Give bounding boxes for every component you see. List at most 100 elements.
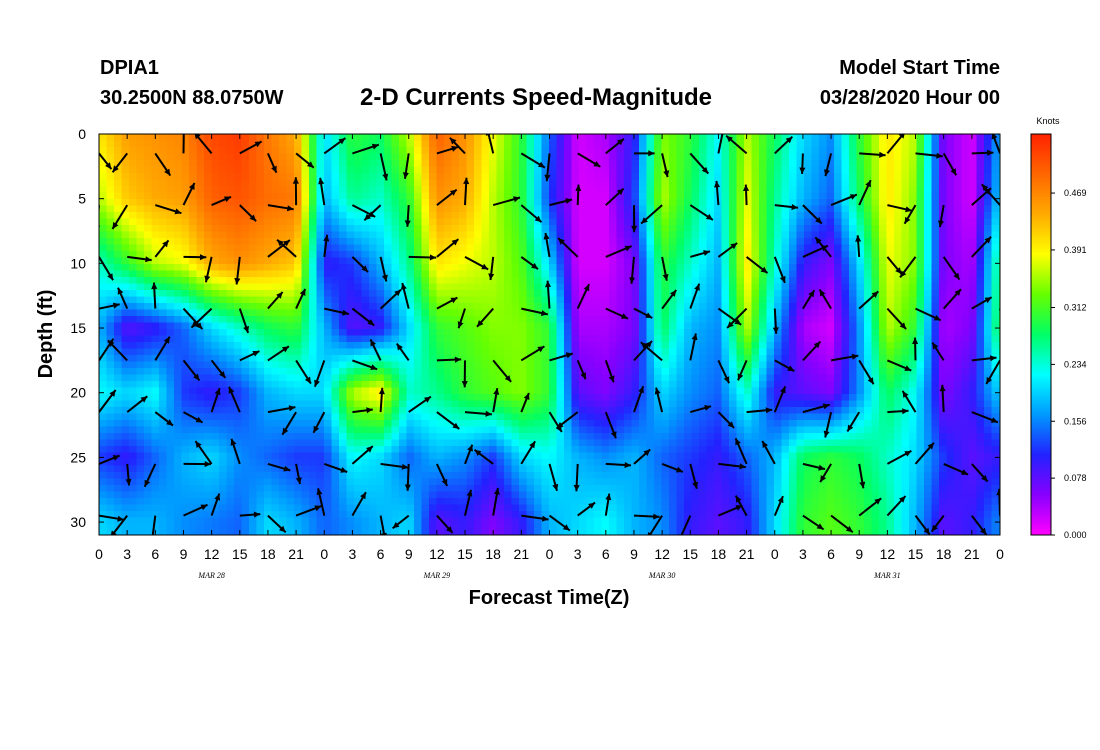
heatmap-cell <box>196 387 205 395</box>
heatmap-cell <box>519 374 528 382</box>
heatmap-cell <box>391 394 400 402</box>
heatmap-cell <box>481 277 490 285</box>
heatmap-cell <box>466 296 475 304</box>
heatmap-cell <box>144 530 153 535</box>
heatmap-cell <box>369 251 378 259</box>
heatmap-cell <box>519 329 528 337</box>
heatmap-cell <box>226 335 235 343</box>
heatmap-cell <box>279 530 288 535</box>
heatmap-cell <box>271 511 280 519</box>
heatmap-cell <box>159 472 168 480</box>
heatmap-cell <box>406 374 415 382</box>
heatmap-cell <box>369 400 378 408</box>
heatmap-cell <box>609 511 618 519</box>
heatmap-cell <box>444 361 453 369</box>
heatmap-cell <box>174 296 183 304</box>
heatmap-cell <box>129 368 138 376</box>
heatmap-cell <box>489 316 498 324</box>
heatmap-cell <box>556 348 565 356</box>
heatmap-cell <box>414 322 423 330</box>
heatmap-cell <box>429 205 438 213</box>
heatmap-cell <box>196 355 205 363</box>
heatmap-cell <box>174 524 183 532</box>
heatmap-cell <box>586 173 595 181</box>
heatmap-cell <box>676 472 685 480</box>
heatmap-cell <box>586 329 595 337</box>
heatmap-cell <box>549 283 558 291</box>
heatmap-cell <box>601 238 610 246</box>
heatmap-cell <box>541 433 550 441</box>
heatmap-cell <box>466 530 475 535</box>
heatmap-cell <box>121 290 130 298</box>
heatmap-cell <box>226 342 235 350</box>
heatmap-cell <box>526 296 535 304</box>
heatmap-cell <box>324 485 333 493</box>
heatmap-cell <box>579 290 588 298</box>
heatmap-cell <box>489 446 498 454</box>
heatmap-cell <box>264 147 273 155</box>
heatmap-cell <box>354 381 363 389</box>
heatmap-cell <box>279 218 288 226</box>
heatmap-cell <box>159 485 168 493</box>
heatmap-cell <box>196 452 205 460</box>
heatmap-cell <box>444 433 453 441</box>
heatmap-cell <box>624 368 633 376</box>
heatmap-cell <box>444 329 453 337</box>
heatmap-cell <box>504 270 513 278</box>
heatmap-cell <box>489 140 498 148</box>
heatmap-cell <box>226 485 235 493</box>
heatmap-cell <box>294 296 303 304</box>
heatmap-cell <box>489 329 498 337</box>
heatmap-cell <box>511 498 520 506</box>
heatmap-cell <box>166 290 175 298</box>
heatmap-cell <box>399 368 408 376</box>
heatmap-cell <box>586 400 595 408</box>
heatmap-cell <box>429 524 438 532</box>
heatmap-cell <box>226 218 235 226</box>
heatmap-cell <box>114 257 123 265</box>
heatmap-cell <box>121 348 130 356</box>
heatmap-cell <box>241 446 250 454</box>
heatmap-cell <box>361 465 370 473</box>
heatmap-cell <box>624 166 633 174</box>
heatmap-cell <box>489 205 498 213</box>
heatmap-cell <box>616 303 625 311</box>
heatmap-cell <box>99 381 108 389</box>
heatmap-cell <box>99 316 108 324</box>
heatmap-cell <box>279 231 288 239</box>
heatmap-cell <box>684 452 693 460</box>
heatmap-cell <box>361 192 370 200</box>
heatmap-cell <box>99 166 108 174</box>
heatmap-cell <box>459 517 468 525</box>
heatmap-cell <box>669 322 678 330</box>
heatmap-cell <box>181 361 190 369</box>
heatmap-cell <box>211 173 220 181</box>
heatmap-cell <box>646 355 655 363</box>
heatmap-cell <box>504 517 513 525</box>
heatmap-cell <box>309 511 318 519</box>
heatmap-cell <box>631 361 640 369</box>
heatmap-cell <box>286 283 295 291</box>
heatmap-cell <box>489 524 498 532</box>
heatmap-cell <box>376 498 385 506</box>
heatmap-cell <box>211 244 220 252</box>
heatmap-cell <box>414 212 423 220</box>
heatmap-cell <box>669 439 678 447</box>
heatmap-cell <box>616 361 625 369</box>
heatmap-cell <box>571 296 580 304</box>
heatmap-cell <box>196 303 205 311</box>
heatmap-cell <box>631 439 640 447</box>
heatmap-cell <box>121 452 130 460</box>
heatmap-cell <box>669 238 678 246</box>
heatmap-cell <box>481 426 490 434</box>
heatmap-cell <box>384 160 393 168</box>
heatmap-cell <box>384 205 393 213</box>
heatmap-cell <box>579 465 588 473</box>
heatmap-cell <box>286 446 295 454</box>
heatmap-cell <box>301 498 310 506</box>
heatmap-cell <box>646 283 655 291</box>
heatmap-cell <box>391 355 400 363</box>
heatmap-cell <box>556 244 565 252</box>
heatmap-cell <box>504 459 513 467</box>
heatmap-cell <box>279 433 288 441</box>
